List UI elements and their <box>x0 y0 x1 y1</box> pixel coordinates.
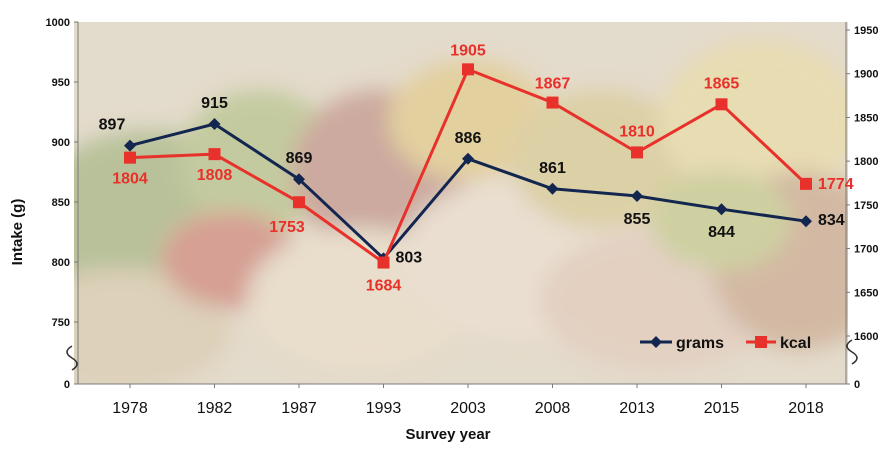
point-grams <box>293 173 305 186</box>
left-axis-break <box>66 345 78 371</box>
x-tick-label: 2003 <box>450 400 486 417</box>
right-tick-label: 1600 <box>854 331 878 343</box>
data-label-kcal: 1867 <box>535 76 571 93</box>
x-tick-label: 1978 <box>112 400 148 417</box>
point-kcal <box>208 148 221 161</box>
data-label-kcal: 1804 <box>112 171 148 188</box>
right-tick-label: 1900 <box>854 69 878 81</box>
right-tick-label: 1800 <box>854 156 878 168</box>
point-kcal <box>546 96 559 109</box>
data-label-grams: 869 <box>286 150 313 167</box>
x-tick-label: 2008 <box>535 400 571 417</box>
right-tick-label: 1700 <box>854 244 878 256</box>
left-tick-label: 850 <box>52 197 70 209</box>
x-tick-label: 2015 <box>704 400 740 417</box>
right-tick-label: 0 <box>854 379 860 391</box>
legend-marker-kcal <box>755 336 767 348</box>
data-label-grams: 861 <box>539 160 566 177</box>
legend-marker-grams <box>650 336 662 348</box>
point-kcal <box>715 98 728 111</box>
point-grams <box>546 182 559 195</box>
axes: 0 750 800 850 900 950 1000 0 1600 1650 1700 1750 180… <box>9 17 878 443</box>
data-label-kcal: 1684 <box>366 278 402 295</box>
point-grams <box>124 139 136 152</box>
data-label-grams: 897 <box>99 117 126 134</box>
data-labels: 897 915 869 803 886 861 855 844 834 1804 1808 1753 1… <box>99 42 854 294</box>
left-tick-label: 750 <box>52 317 70 329</box>
legend-label-kcal: kcal <box>780 335 811 352</box>
data-label-kcal: 1808 <box>197 167 233 184</box>
point-grams <box>631 190 643 202</box>
point-kcal <box>462 63 474 76</box>
data-label-kcal: 1865 <box>704 75 740 92</box>
data-label-kcal: 1753 <box>269 219 305 236</box>
x-tick-label: 1987 <box>281 400 317 417</box>
data-label-grams: 886 <box>455 130 482 147</box>
point-grams <box>800 215 812 228</box>
point-grams <box>208 118 221 130</box>
data-label-grams: 844 <box>708 224 735 241</box>
data-label-grams: 803 <box>396 249 423 266</box>
x-tick-label: 2018 <box>788 400 824 417</box>
left-tick-label: 1000 <box>46 17 70 29</box>
point-kcal <box>293 196 305 209</box>
left-tick-label: 0 <box>64 379 70 391</box>
legend: grams kcal <box>640 335 811 352</box>
data-label-kcal: 1774 <box>818 176 854 193</box>
data-label-grams: 855 <box>624 211 651 228</box>
x-tick-label: 1993 <box>366 400 402 417</box>
data-label-kcal: 1810 <box>619 123 655 140</box>
y-axis-title: Intake (g) <box>9 199 26 266</box>
right-tick-label: 1850 <box>854 112 878 124</box>
legend-label-grams: grams <box>676 335 724 352</box>
right-tick-label: 1750 <box>854 200 878 212</box>
data-label-grams: 915 <box>201 95 228 112</box>
photo-background <box>74 22 848 384</box>
point-kcal <box>800 177 812 190</box>
data-label-kcal: 1905 <box>450 42 486 59</box>
right-tick-label: 1950 <box>854 25 878 37</box>
x-tick-label: 1982 <box>197 400 233 417</box>
data-label-grams: 834 <box>818 212 845 229</box>
right-axis-break <box>846 339 858 365</box>
point-kcal <box>377 256 390 269</box>
left-tick-label: 800 <box>52 257 70 269</box>
left-tick-label: 900 <box>52 137 70 149</box>
x-tick-label: 2013 <box>619 400 655 417</box>
right-tick-label: 1650 <box>854 287 878 299</box>
point-grams <box>715 203 728 216</box>
left-tick-label: 950 <box>52 77 70 89</box>
series-lines <box>124 63 812 269</box>
x-axis-title: Survey year <box>405 426 490 443</box>
point-grams <box>462 152 474 165</box>
point-kcal <box>124 151 136 164</box>
point-kcal <box>631 146 643 159</box>
